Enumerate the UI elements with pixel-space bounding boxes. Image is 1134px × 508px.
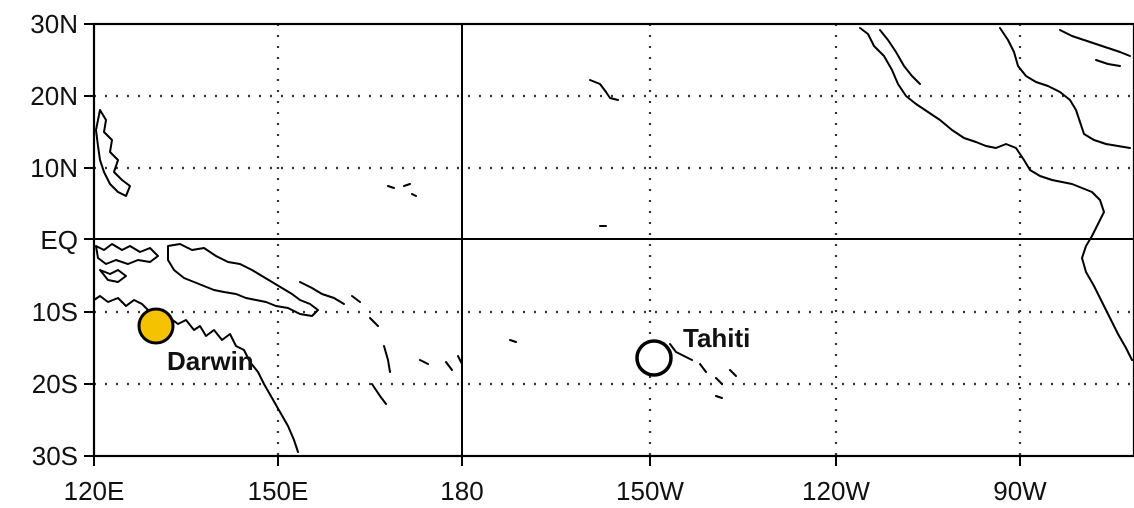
lon-label-90w: 90W bbox=[993, 476, 1047, 506]
lat-label-20s: 20S bbox=[32, 369, 78, 399]
coastline-indonesia-2 bbox=[99, 269, 127, 283]
lat-label-30s: 30S bbox=[32, 441, 78, 471]
lat-label-10s: 10S bbox=[32, 297, 78, 327]
station-darwin: Darwin bbox=[137, 307, 254, 376]
coastline-australia bbox=[93, 295, 299, 453]
coastline-pacific-islands bbox=[387, 79, 737, 399]
coastline-mexico-gulf bbox=[999, 27, 1131, 149]
lat-label-10n: 10N bbox=[30, 153, 78, 183]
coastline-solomon-islands bbox=[299, 281, 463, 405]
tahiti-label: Tahiti bbox=[683, 323, 750, 353]
coastline-americas bbox=[859, 27, 1133, 361]
coastlines bbox=[93, 27, 1133, 453]
lat-label-20n: 20N bbox=[30, 81, 78, 111]
lon-labels: 120E 150E 180 150W 120W 90W bbox=[64, 476, 1048, 506]
darwin-marker bbox=[137, 307, 175, 345]
station-tahiti: Tahiti bbox=[635, 323, 750, 377]
lon-label-150e: 150E bbox=[248, 476, 309, 506]
lat-label-30n: 30N bbox=[30, 9, 78, 39]
coastline-indonesia bbox=[95, 243, 159, 265]
tahiti-marker bbox=[635, 339, 673, 377]
coastline-caribbean bbox=[1059, 29, 1131, 67]
axis-ticks bbox=[84, 23, 1021, 466]
lat-labels: 30N 20N 10N EQ 10S 20S 30S bbox=[30, 9, 78, 471]
lat-label-eq: EQ bbox=[40, 225, 78, 255]
coastline-baja bbox=[879, 29, 921, 85]
darwin-label: Darwin bbox=[167, 346, 254, 376]
lon-label-180: 180 bbox=[440, 476, 483, 506]
coastline-philippines bbox=[95, 109, 131, 197]
coastline-new-guinea bbox=[167, 243, 319, 317]
lon-label-120e: 120E bbox=[64, 476, 125, 506]
lon-label-150w: 150W bbox=[616, 476, 684, 506]
lon-label-120w: 120W bbox=[802, 476, 870, 506]
